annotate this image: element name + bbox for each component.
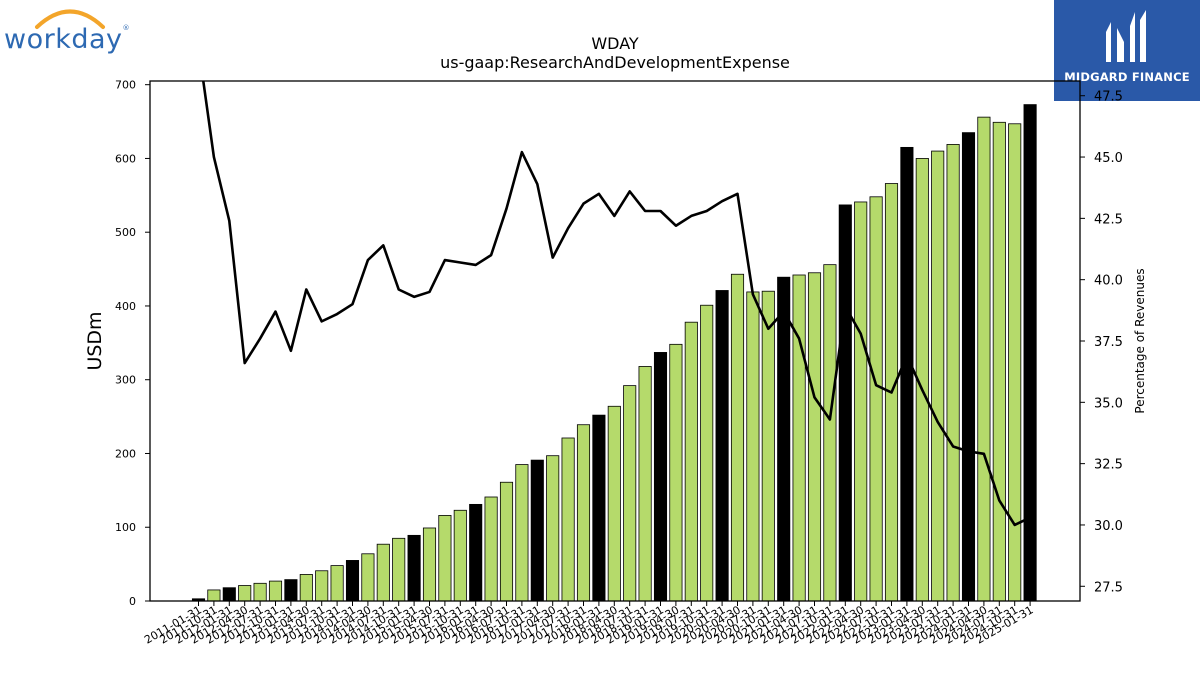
bar-fiscal-year <box>407 534 421 602</box>
bar <box>576 424 591 602</box>
y2-tick-label: 32.5 <box>1094 458 1123 473</box>
bar <box>499 481 514 602</box>
bar <box>607 405 621 602</box>
chart-subtitle: us-gaap:ResearchAndDevelopmentExpense <box>440 53 790 72</box>
y2-tick-label: 30.0 <box>1094 519 1123 534</box>
bar <box>746 291 760 602</box>
bar <box>669 343 683 602</box>
bar <box>977 116 991 602</box>
bar-fiscal-year <box>1023 104 1037 602</box>
bar-fiscal-year <box>653 352 668 602</box>
bar <box>268 580 283 602</box>
bar <box>684 321 698 602</box>
y-tick-label: 600 <box>115 152 136 165</box>
bar <box>253 582 267 602</box>
bar-fiscal-year <box>838 204 852 602</box>
bar <box>823 264 837 602</box>
bar <box>638 366 652 602</box>
bar <box>700 304 714 602</box>
registered-mark: ® <box>122 24 131 32</box>
bar <box>761 290 775 602</box>
bar <box>1008 123 1022 602</box>
bar <box>361 553 375 602</box>
bar <box>807 272 822 602</box>
bar <box>484 496 498 602</box>
workday-logo: workday® <box>4 4 134 60</box>
bar <box>561 437 575 602</box>
workday-logo-text: workday® <box>4 24 131 55</box>
bar-fiscal-year <box>530 459 544 602</box>
y-tick-label: 100 <box>115 521 136 534</box>
bar-fiscal-year <box>961 132 976 602</box>
y2-tick-label: 27.5 <box>1094 580 1123 595</box>
bar <box>315 570 329 602</box>
bar-fiscal-year <box>345 560 360 602</box>
bar <box>854 201 868 602</box>
bar <box>392 537 406 602</box>
midgard-finance-logo-text: MIDGARD FINANCE <box>1064 70 1190 84</box>
y2-tick-label: 45.0 <box>1094 151 1123 166</box>
bar <box>946 144 960 602</box>
bar-fiscal-year <box>284 579 298 602</box>
y-tick-label: 500 <box>115 226 136 239</box>
bar-fiscal-year <box>469 503 483 602</box>
bar-fiscal-year <box>777 276 791 602</box>
workday-logo-arc-icon <box>35 9 105 29</box>
bar <box>330 565 344 602</box>
bar <box>546 455 560 602</box>
y2-tick-label: 37.5 <box>1094 335 1123 350</box>
bar <box>931 150 945 602</box>
bar <box>730 273 745 602</box>
bar <box>623 385 637 602</box>
plot-area: 0 100 200 300 400 500 600 700 27.5 30.0 32.5 35.0 37… <box>115 79 1123 647</box>
bar <box>453 509 467 602</box>
bar <box>376 543 390 602</box>
y-tick-label: 0 <box>129 595 136 608</box>
bar <box>515 464 529 602</box>
bar <box>299 574 313 602</box>
percentage-line <box>201 81 1031 527</box>
y-tick-label: 300 <box>115 374 136 387</box>
y-axis-label: USDm <box>84 311 106 370</box>
y2-tick-label: 47.5 <box>1094 90 1123 105</box>
y2-tick-label: 40.0 <box>1094 274 1123 289</box>
y2-tick-label: 35.0 <box>1094 396 1123 411</box>
bar <box>238 585 252 602</box>
bar <box>207 589 221 602</box>
bar <box>992 121 1006 602</box>
bar <box>422 527 437 602</box>
bar-fiscal-year <box>222 587 236 602</box>
midgard-finance-logo-icon <box>1106 10 1146 62</box>
midgard-finance-logo: MIDGARD FINANCE <box>1054 0 1200 101</box>
bar-fiscal-year <box>715 290 729 602</box>
bar <box>438 515 452 602</box>
y2-axis-label: Percentage of Revenues <box>1133 268 1147 413</box>
y-tick-label: 400 <box>115 300 136 313</box>
bar-fiscal-year <box>592 414 606 602</box>
y-tick-label: 200 <box>115 447 136 460</box>
y2-tick-label: 42.5 <box>1094 212 1123 227</box>
bar-fiscal-year <box>900 146 914 602</box>
bar <box>792 274 806 602</box>
chart-title: WDAY <box>591 34 639 53</box>
y-tick-label: 700 <box>115 79 136 92</box>
bar <box>869 196 883 602</box>
